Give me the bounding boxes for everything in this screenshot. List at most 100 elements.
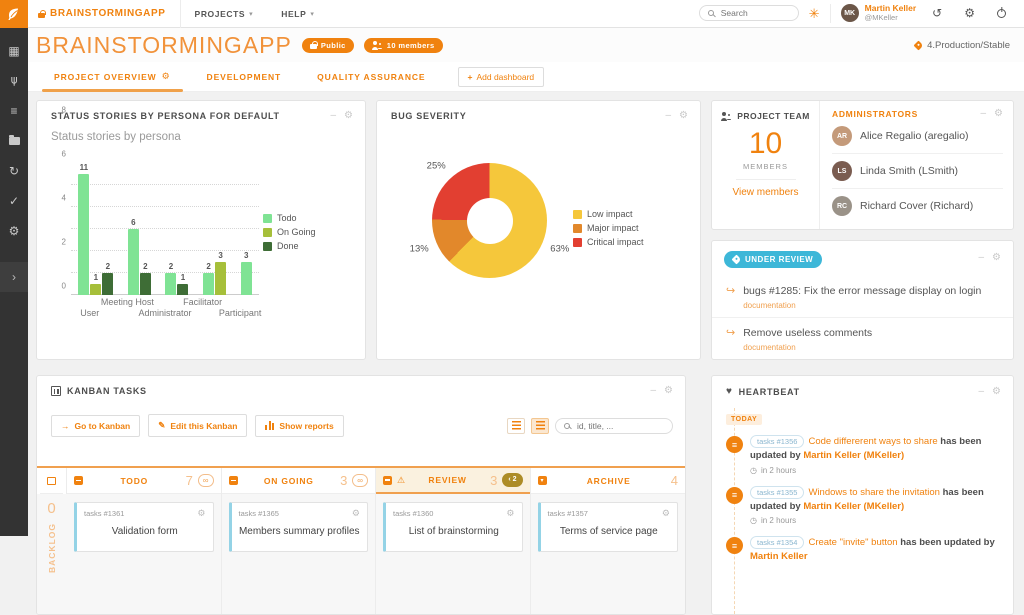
review-item-tracker-link[interactable]: documentation: [743, 343, 796, 352]
kanban-column-header[interactable]: ⚠ REVIEW 3 ‹ 2: [376, 468, 530, 494]
visibility-badge[interactable]: Public: [301, 37, 354, 53]
tab-project-overview[interactable]: PROJECT OVERVIEW ⚙: [36, 62, 189, 92]
gear-icon[interactable]: ⚙: [679, 110, 688, 121]
kanban-search-input[interactable]: [575, 419, 645, 432]
task-id-badge[interactable]: tasks #1355: [750, 485, 805, 499]
kanban-task-card[interactable]: tasks #1365 ⚙ Members summary profiles: [228, 502, 368, 552]
menu-help[interactable]: HELP ▾: [281, 8, 315, 19]
chart-title: Status stories by persona: [51, 131, 181, 143]
admin-row[interactable]: LS Linda Smith (LSmith): [832, 154, 1003, 189]
sidebar-item-testmanagement-check[interactable]: ✓: [0, 186, 28, 216]
history-icon[interactable]: ↺: [932, 6, 943, 21]
sidebar-item-documents-folder[interactable]: [0, 126, 28, 156]
bar-on-going[interactable]: 1: [90, 273, 102, 295]
sidebar-item-admin-gears[interactable]: ⚙: [0, 216, 28, 246]
detailed-view-toggle[interactable]: [531, 417, 549, 434]
wip-limit-badge[interactable]: ‹ 2: [502, 472, 523, 488]
edit-kanban-button[interactable]: ✎ Edit this Kanban: [148, 414, 248, 437]
collapse-icon[interactable]: –: [650, 385, 657, 396]
bar-done[interactable]: 2: [102, 262, 114, 295]
bar-todo[interactable]: 3: [240, 251, 252, 295]
gear-icon[interactable]: ⚙: [661, 508, 670, 518]
collapse-column-icon[interactable]: [228, 476, 238, 485]
global-search[interactable]: [698, 5, 799, 22]
logout-power-icon[interactable]: [997, 8, 1006, 18]
kanban-column-header[interactable]: ON GOING 3 ∞: [221, 468, 375, 494]
under-review-badge[interactable]: UNDER REVIEW: [724, 251, 823, 268]
wip-limit-badge[interactable]: ∞: [352, 473, 368, 488]
user-menu[interactable]: MK Martin Keller @MKeller: [829, 4, 916, 23]
collapse-icon[interactable]: –: [978, 385, 985, 397]
under-review-card: UNDER REVIEW – ⚙ ↪ bugs #1285: Fix the er…: [711, 240, 1014, 360]
sidebar-item-agiledashboard-list[interactable]: ≡: [0, 96, 28, 126]
kanban-backlog-column[interactable]: 0 BACKLOG: [37, 468, 67, 614]
topbar-project-name[interactable]: BRAINSTORMINGAPP: [28, 0, 181, 28]
wip-limit-badge[interactable]: ∞: [197, 473, 214, 488]
bar-todo[interactable]: 2: [165, 262, 177, 295]
collapse-icon[interactable]: –: [978, 252, 985, 263]
members-badge[interactable]: 10 members: [363, 37, 443, 53]
task-link[interactable]: Code differerent ways to share: [808, 436, 941, 447]
bar-todo[interactable]: 2: [203, 262, 215, 295]
go-to-kanban-button[interactable]: → Go to Kanban: [51, 414, 141, 437]
gear-icon[interactable]: ⚙: [992, 252, 1001, 263]
backlog-column-header[interactable]: [40, 468, 63, 494]
author-link[interactable]: Martin Keller: [750, 551, 808, 563]
bar-done[interactable]: 2: [139, 262, 151, 295]
author-link[interactable]: Martin Keller (MKeller): [803, 450, 905, 462]
bar-todo[interactable]: 6: [127, 218, 139, 295]
gear-icon[interactable]: ⚙: [664, 385, 673, 396]
switch-to-icon[interactable]: ✳: [808, 5, 820, 21]
gear-icon[interactable]: ⚙: [344, 110, 353, 121]
kanban-column-header[interactable]: TODO 7 ∞: [67, 468, 221, 494]
admin-row[interactable]: RC Richard Cover (Richard): [832, 189, 1003, 223]
tab-quality-assurance[interactable]: QUALITY ASSURANCE: [299, 62, 443, 92]
gear-icon[interactable]: ⚙: [197, 508, 206, 518]
task-link[interactable]: Windows to share the invitation: [808, 486, 943, 498]
settings-gear-icon[interactable]: ⚙: [964, 6, 975, 21]
kanban-task-card[interactable]: tasks #1361 ⚙ Validation form: [74, 502, 214, 552]
author-link[interactable]: Martin Keller (MKeller): [803, 500, 905, 512]
menu-projects[interactable]: PROJECTS ▾: [194, 8, 254, 19]
collapse-icon[interactable]: –: [980, 108, 987, 119]
kanban-task-card[interactable]: tasks #1357 ⚙ Terms of service page: [537, 502, 678, 552]
sidebar-collapse-chevron-icon[interactable]: ›: [0, 262, 28, 292]
gear-icon[interactable]: ⚙: [161, 71, 171, 81]
task-id-badge[interactable]: tasks #1356: [750, 435, 805, 449]
tab-development[interactable]: DEVELOPMENT: [189, 62, 300, 92]
gear-icon[interactable]: ⚙: [351, 508, 360, 518]
review-item-tracker-link[interactable]: documentation: [743, 301, 796, 310]
bar-on-going[interactable]: 3: [215, 251, 227, 295]
action-text: has been updated by: [750, 486, 984, 512]
review-item[interactable]: ↪ bugs #1285: Fix the error message displ…: [712, 276, 1013, 318]
timestamp: ◷ in 2 hours: [750, 466, 1005, 475]
admin-row[interactable]: AR Alice Regalio (aregalio): [832, 119, 1003, 154]
collapse-column-icon[interactable]: [383, 475, 392, 485]
gear-icon[interactable]: ⚙: [506, 508, 515, 518]
search-input[interactable]: [718, 7, 789, 20]
release-tag[interactable]: 4.Production/Stable: [913, 40, 1010, 51]
activity-list-icon: ≡: [726, 537, 743, 554]
task-id-badge[interactable]: tasks #1354: [750, 536, 805, 550]
collapse-icon[interactable]: –: [330, 110, 337, 121]
kanban-search[interactable]: [555, 417, 673, 434]
task-id: tasks #1365: [238, 509, 279, 518]
show-reports-button[interactable]: Show reports: [255, 414, 344, 437]
kanban-column-header[interactable]: ▾ ARCHIVE 4: [530, 468, 685, 494]
sidebar-item-ci-refresh[interactable]: ↻: [0, 156, 28, 186]
gear-icon[interactable]: ⚙: [994, 108, 1003, 119]
task-link[interactable]: Create "invite" button: [808, 537, 901, 548]
kanban-task-card[interactable]: tasks #1360 ⚙ List of brainstorming: [383, 502, 523, 552]
collapse-column-icon[interactable]: [74, 476, 83, 485]
compact-view-toggle[interactable]: [507, 417, 525, 434]
gear-icon[interactable]: ⚙: [992, 385, 1001, 397]
view-members-link[interactable]: View members: [732, 187, 799, 198]
collapse-icon[interactable]: –: [665, 110, 672, 121]
bar-done[interactable]: 1: [177, 273, 189, 295]
tuleap-logo[interactable]: [0, 0, 28, 28]
review-item[interactable]: ↪ Remove useless comments documentation: [712, 318, 1013, 359]
bar-todo[interactable]: 11: [78, 163, 90, 295]
add-dashboard-button[interactable]: + Add dashboard: [457, 66, 545, 87]
sidebar-item-git[interactable]: ⋔: [0, 66, 28, 96]
sidebar-item-trackers-grid[interactable]: ▦: [0, 36, 28, 66]
